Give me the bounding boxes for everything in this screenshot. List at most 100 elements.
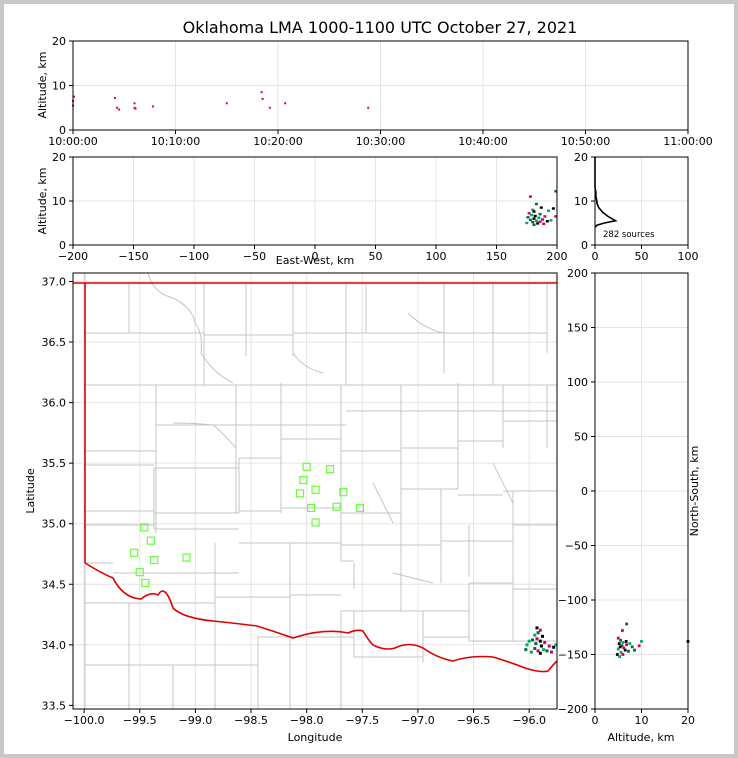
time-height-source-point [118,108,121,111]
east-west-x-tick-label: 150 [486,250,507,263]
east-west-source-point [537,216,541,219]
lma-stations [130,462,365,588]
north-south-source-point [625,622,629,626]
north-south-y-tick-label: −200 [558,703,588,716]
north-south-source-point [617,642,621,645]
north-south-source-point [615,653,619,656]
east-west-source-point [540,218,544,221]
plan-view-x-tick-label: −98.5 [234,714,268,727]
east-west-source-point [528,195,532,198]
north-south-y-tick-label: −50 [565,540,588,553]
north-south-source-point [624,640,628,643]
map-area [73,273,557,709]
north-south-y-tick-label: 200 [567,267,588,280]
north-south-y-tick-label: −100 [558,594,588,607]
east-west-source-point [532,223,536,226]
east-west-source-point [549,219,553,222]
east-west-sources [525,190,558,226]
east-west-x-tick-label: 100 [426,250,447,263]
plan-view-x-tick-label: −96.0 [512,714,546,727]
histogram-ticks: 0 50 100 0 10 20 [574,151,699,263]
lma-station-marker [311,485,320,494]
east-west-x-tick-label: −200 [58,250,88,263]
time-height-y-tick-label: 0 [59,124,66,137]
lma-station-marker [182,553,191,562]
east-west-ylabel: Altitude, km [36,167,49,234]
plan-view-source-point [535,626,539,630]
plan-view-x-tick-label: −98.0 [290,714,324,727]
plan-view-source-point [545,649,549,653]
plan-view-source-point [538,651,542,655]
time-height-source-point [225,102,228,105]
lma-station-marker [325,465,335,474]
lma-station-marker [141,578,150,588]
plan-view-x-tick-label: −99.0 [179,714,213,727]
north-south-xlabel: Altitude, km [607,731,674,744]
north-south-source-point [618,645,622,649]
plan-view-source-point [549,650,553,654]
east-west-source-point [534,202,538,206]
time-height-source-point [133,102,136,105]
north-south-y-tick-label: 150 [567,322,588,335]
lma-station-marker [307,503,316,513]
east-west-source-point [532,217,536,220]
north-south-x-tick-label: 20 [681,714,695,727]
plan-view-panel: −100.0 −99.5 −99.0 −98.5 −98.0 −97.5 −97.0 −96.… [24,272,558,744]
plan-view-source-point [539,644,543,648]
north-south-source-point [618,655,622,659]
north-south-y-tick-label: −150 [558,649,588,662]
plan-view-ticks: −100.0 −99.5 −99.0 −98.5 −98.0 −97.5 −97.0 −96.… [42,275,547,727]
north-south-panel: 0 10 20 −200 −150 −100 −50 0 50 100 150 200 North-S… [558,267,701,744]
time-height-source-point [268,106,271,109]
time-height-x-tick-label: 10:30:00 [356,135,405,148]
histogram-x-tick-label: 0 [592,250,599,263]
plan-view-y-tick-label: 35.5 [42,457,67,470]
plan-view-x-tick-label: −97.0 [401,714,435,727]
east-west-source-point [530,213,534,217]
lma-station-marker [295,489,305,498]
north-south-ticks: 0 10 20 −200 −150 −100 −50 0 50 100 150 200 [558,267,695,727]
east-west-y-tick-label: 0 [59,239,66,252]
plan-view-y-tick-label: 34.5 [42,578,67,591]
north-south-ylabel: North-South, km [688,446,701,537]
north-south-source-point [630,645,634,649]
east-west-x-tick-label: −50 [243,250,266,263]
plan-view-y-tick-label: 36.5 [42,336,67,349]
histogram-x-tick-label: 50 [635,250,649,263]
east-west-source-point [539,206,543,209]
plan-view-source-point [525,643,529,647]
plan-view-source-point [529,650,533,654]
east-west-source-point [531,208,535,211]
figure-background [4,4,734,754]
time-height-y-tick-label: 20 [52,35,66,48]
north-south-y-tick-label: 50 [574,431,588,444]
plan-view-y-tick-label: 34.0 [42,639,67,652]
plan-view-source-point [536,649,540,653]
plan-view-frame [72,272,558,710]
east-west-x-tick-label: 200 [547,250,568,263]
north-south-x-tick-label: 0 [592,714,599,727]
plan-view-source-point [524,648,528,652]
time-height-x-tick-label: 10:10:00 [151,135,200,148]
lma-station-marker [311,518,320,527]
east-west-source-point [545,220,549,223]
plan-view-source-point [531,638,535,642]
time-height-ylabel: Altitude, km [36,51,49,118]
east-west-x-tick-label: −150 [118,250,148,263]
north-south-source-point [625,643,629,647]
north-south-source-point [622,646,626,650]
north-south-source-point [621,629,624,632]
lma-station-marker [140,523,149,532]
east-west-source-point [554,215,558,218]
east-west-source-point [551,207,555,210]
north-south-source-point [627,649,630,653]
lma-station-marker [150,555,159,565]
plan-view-source-point [543,640,547,644]
plan-view-source-point [552,645,556,649]
histogram-y-tick-label: 0 [581,239,588,252]
east-west-source-point [554,190,558,193]
east-west-source-point [536,222,540,225]
plan-view-source-point [542,648,546,652]
plan-view-x-tick-label: −99.5 [123,714,157,727]
east-west-panel: −200 −150 −100 −50 0 50 100 150 200 0 10 20 Altitud… [36,151,568,267]
